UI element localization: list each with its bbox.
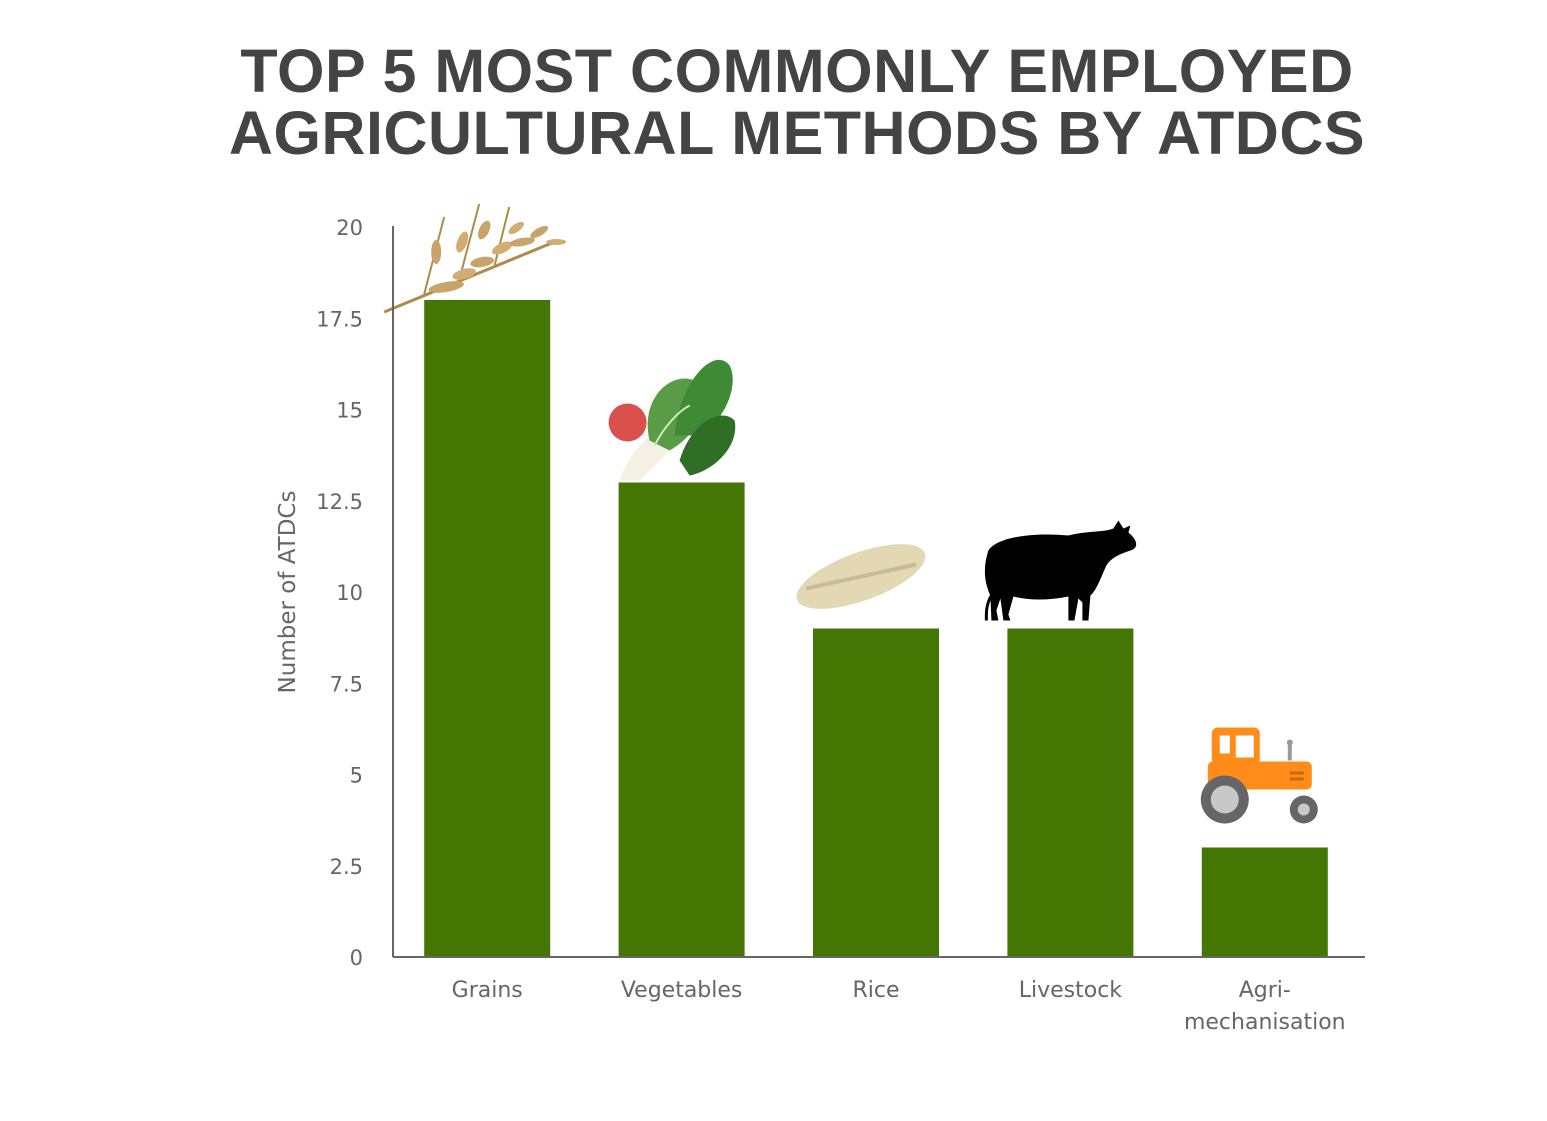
y-axis-label: Number of ATDCs <box>275 491 301 694</box>
vegetables-icon <box>608 359 736 481</box>
bar-vegetables <box>618 482 745 957</box>
y-tick-label: 12.5 <box>316 490 363 514</box>
bar-agri-mechanisation <box>1201 847 1328 957</box>
y-tick-label: 20 <box>336 216 363 240</box>
rice-grain-icon <box>796 544 926 609</box>
bars <box>424 300 1328 957</box>
x-tick-label: mechanisation <box>1184 1010 1346 1035</box>
y-axis-ticks: 0 2.5 5 7.5 10 12.5 15 17.5 20 <box>316 216 363 970</box>
y-tick-label: 10 <box>336 581 363 605</box>
x-tick-label: Vegetables <box>621 978 743 1003</box>
y-tick-label: 5 <box>350 764 363 788</box>
chart-title: TOP 5 MOST COMMONLY EMPLOYED AGRICULTURA… <box>0 40 1547 164</box>
y-tick-label: 0 <box>350 946 363 970</box>
bar-rice <box>813 628 939 957</box>
wheat-icon <box>383 203 567 314</box>
x-axis-labels: Grains Vegetables Rice Livestock Agri-mechan… <box>452 978 1346 1035</box>
x-tick-label: Agri- <box>1239 978 1291 1003</box>
y-axis-label-group: Number of ATDCs <box>275 491 301 694</box>
bar-icons <box>383 203 1318 824</box>
bar-livestock <box>1007 628 1134 957</box>
y-tick-label: 2.5 <box>330 855 363 879</box>
y-tick-label: 7.5 <box>330 672 363 696</box>
cow-icon <box>984 520 1137 621</box>
axes <box>392 226 1365 958</box>
x-tick-label: Livestock <box>1019 978 1123 1003</box>
tractor-icon <box>1200 727 1318 824</box>
y-tick-label: 15 <box>336 399 363 423</box>
chart-title-line-1: TOP 5 MOST COMMONLY EMPLOYED <box>240 37 1354 105</box>
y-tick-label: 17.5 <box>316 307 363 331</box>
x-tick-label: Rice <box>852 978 899 1003</box>
bar-grains <box>424 300 551 957</box>
x-tick-label: Grains <box>452 978 523 1003</box>
chart-title-line-2: AGRICULTURAL METHODS BY ATDCS <box>228 99 1366 167</box>
